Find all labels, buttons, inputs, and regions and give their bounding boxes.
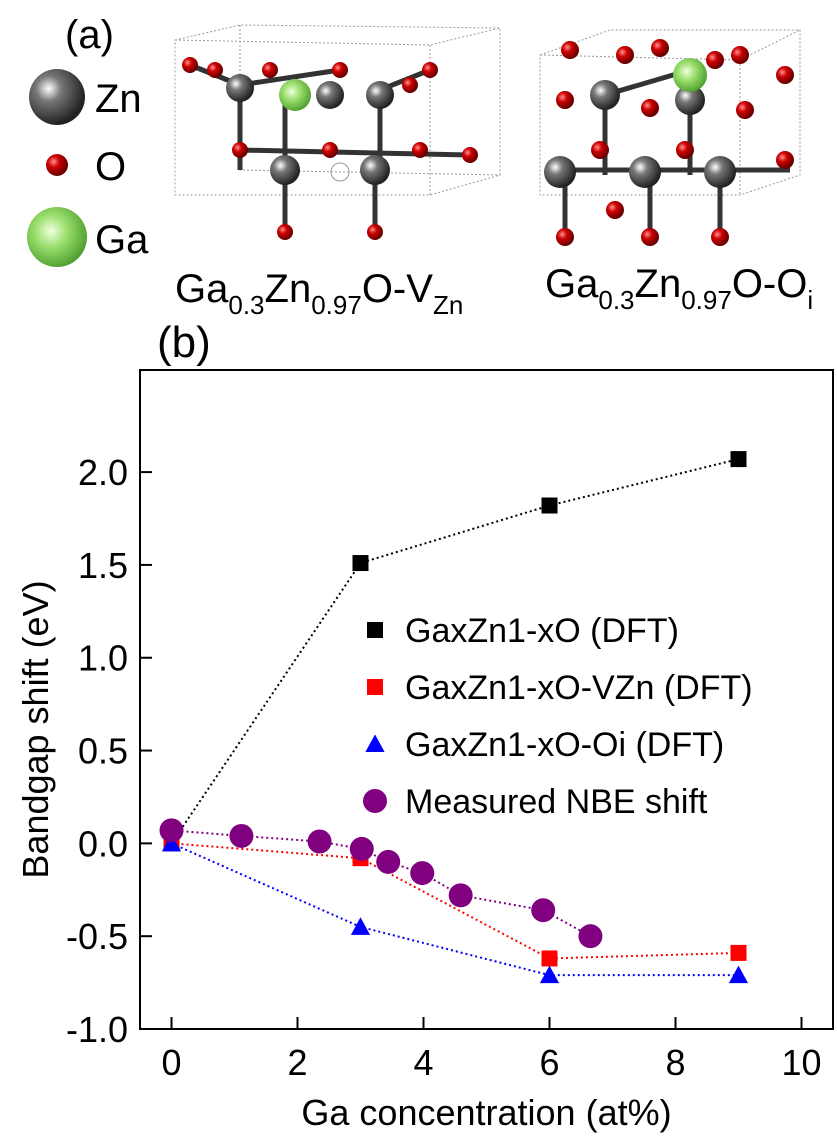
y-tick-label: 1.0 [78, 638, 128, 679]
y-tick-label: 0.0 [78, 823, 128, 864]
legend-label: GaxZn1-xO-VZn (DFT) [405, 669, 753, 707]
marker [365, 734, 385, 752]
trend-line [171, 842, 739, 960]
legend-label: O [95, 145, 126, 189]
structure-left-atoms [182, 57, 478, 240]
legend-label: GaxZn1-xO (DFT) [405, 612, 679, 650]
legend-ball [27, 207, 87, 267]
subscript: 0.97 [311, 290, 362, 320]
formula-part: Zn [265, 267, 312, 311]
marker [367, 622, 383, 638]
marker [307, 829, 332, 854]
marker [349, 836, 374, 861]
marker [352, 555, 369, 572]
marker [730, 944, 747, 961]
trend-line [170, 458, 739, 844]
panel-label: (a) [65, 13, 114, 57]
x-axis-label: Ga concentration (at%) [301, 1092, 671, 1133]
x-tick-label: 6 [539, 1042, 559, 1083]
subscript: Zn [433, 290, 463, 320]
legend-label: Zn [95, 77, 142, 121]
legend-label: Ga [95, 218, 149, 262]
y-tick-label: -0.5 [66, 916, 128, 957]
marker [229, 823, 254, 848]
formula-part: Ga [545, 262, 599, 306]
subscript: i [807, 285, 813, 315]
subscript: 0.3 [598, 285, 634, 315]
marker [367, 679, 383, 695]
marker [350, 917, 371, 935]
marker [730, 451, 747, 468]
x-tick-label: 0 [161, 1042, 181, 1083]
structure-left [174, 24, 501, 196]
legend-label: Measured NBE shift [405, 783, 708, 821]
structure-right-atoms [544, 39, 794, 246]
formula: Ga0.3Zn0.97O-VZn [175, 267, 463, 320]
formula-part: Ga [175, 267, 229, 311]
y-tick-label: 2.0 [78, 452, 128, 493]
marker [161, 833, 182, 852]
legend-ball [29, 69, 85, 125]
marker [410, 861, 435, 886]
y-axis-label: Bandgap shift (eV) [15, 580, 56, 878]
marker [541, 950, 558, 967]
subscript: 0.3 [228, 290, 264, 320]
marker [159, 818, 184, 843]
trend-line [171, 842, 739, 977]
y-tick-label: 1.5 [78, 545, 128, 586]
marker [578, 924, 603, 949]
legend-label: GaxZn1-xO-Oi (DFT) [405, 726, 724, 764]
y-tick-label: 0.5 [78, 731, 128, 772]
formula: Ga0.3Zn0.97O-Oi [545, 262, 813, 315]
marker [531, 898, 556, 923]
formula-part: O-O [732, 262, 808, 306]
marker [541, 497, 558, 514]
marker [363, 789, 387, 813]
x-tick-label: 4 [413, 1042, 433, 1083]
x-tick-label: 10 [781, 1042, 821, 1083]
x-tick-label: 8 [665, 1042, 685, 1083]
marker [448, 883, 473, 908]
trend-line [171, 829, 591, 938]
formula-part: O-V [362, 267, 433, 311]
chart: 0 2 4 6 8 10 -1.0 -0.5 0.0 0.5 1.0 1.5 2.0 (b) Ga conc… [15, 318, 834, 1133]
x-tick-label: 2 [287, 1042, 307, 1083]
y-tick-label: -1.0 [66, 1009, 128, 1050]
marker [539, 965, 560, 984]
formula-part: Zn [635, 262, 682, 306]
panel-label: (b) [157, 318, 211, 367]
legend-ball [46, 154, 68, 176]
plot-frame [139, 369, 834, 1030]
subscript: 0.97 [681, 285, 732, 315]
marker [376, 849, 401, 874]
marker [728, 965, 749, 984]
